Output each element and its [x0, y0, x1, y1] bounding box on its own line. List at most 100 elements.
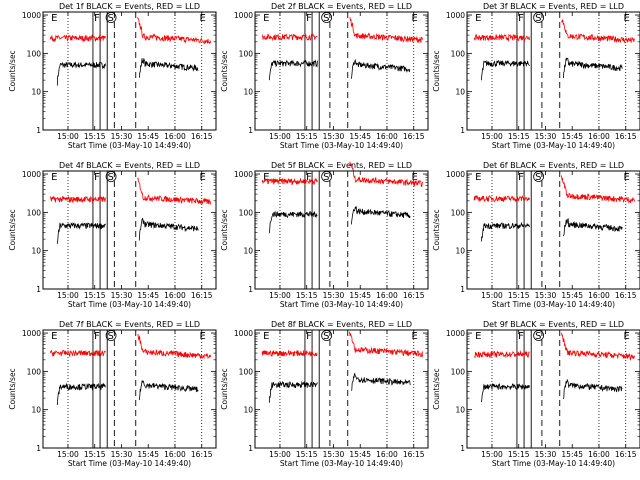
x-tick-label: 16:00: [164, 291, 186, 300]
marker-label-e-left: E: [475, 13, 481, 24]
marker-label-s: S: [535, 331, 541, 342]
y-tick-label: 1: [248, 444, 253, 453]
marker-label-e-right: E: [200, 172, 206, 183]
lld-series-line: [473, 194, 530, 203]
marker-label-s: S: [108, 172, 114, 183]
marker-label-e-right: E: [624, 331, 630, 342]
marker-label-e-right: E: [412, 331, 418, 342]
x-tick-label: 15:30: [323, 132, 345, 141]
events-series-line: [350, 206, 411, 225]
marker-label-f: F: [306, 13, 312, 24]
events-series-line: [268, 59, 318, 81]
x-tick-label: 15:00: [269, 450, 291, 459]
events-series-line: [56, 222, 106, 244]
x-tick-label: 15:30: [535, 291, 557, 300]
x-tick-label: 15:30: [111, 450, 133, 459]
x-axis-label: Start Time (03-May-10 14:49:40): [492, 300, 615, 309]
marker-label-e-left: E: [51, 172, 57, 183]
lld-series-line: [137, 333, 211, 360]
x-tick-label: 15:15: [296, 291, 318, 300]
x-tick-label: 15:45: [561, 291, 583, 300]
panel-title: Det 9f BLACK = Events, RED = LLD: [483, 320, 624, 329]
y-axis-label: Counts/sec: [220, 50, 229, 91]
lld-series-line: [561, 18, 635, 44]
y-tick-label: 1: [248, 126, 253, 135]
marker-label-f: F: [518, 331, 524, 342]
panel-title: Det 8f BLACK = Events, RED = LLD: [271, 320, 412, 329]
y-axis-label: Counts/sec: [432, 368, 441, 409]
lld-series-line: [49, 34, 106, 43]
y-tick-label: 10: [31, 247, 41, 256]
y-tick-label: 100: [27, 367, 42, 376]
marker-label-f: F: [94, 13, 100, 24]
y-tick-label: 1000: [234, 170, 253, 179]
y-axis-label: Counts/sec: [8, 209, 17, 250]
x-tick-label: 15:00: [269, 132, 291, 141]
x-tick-label: 15:15: [84, 132, 106, 141]
marker-label-s: S: [108, 331, 114, 342]
events-series-line: [562, 379, 623, 399]
x-axis-label: Start Time (03-May-10 14:49:40): [280, 459, 403, 468]
lld-series-line: [49, 349, 106, 358]
x-tick-label: 16:00: [588, 132, 610, 141]
marker-label-e-right: E: [412, 172, 418, 183]
y-tick-label: 100: [27, 49, 42, 58]
x-tick-label: 15:45: [561, 132, 583, 141]
lld-series-line: [473, 33, 530, 42]
y-tick-label: 1000: [446, 329, 465, 338]
y-tick-label: 10: [31, 406, 41, 415]
lld-series-line: [349, 16, 423, 43]
lld-series-line: [137, 17, 211, 45]
marker-label-e-right: E: [412, 13, 418, 24]
x-tick-label: 15:15: [296, 450, 318, 459]
x-tick-label: 15:30: [323, 291, 345, 300]
x-tick-label: 16:00: [376, 132, 398, 141]
marker-label-f: F: [518, 172, 524, 183]
y-tick-label: 10: [243, 88, 253, 97]
x-tick-label: 15:15: [508, 450, 530, 459]
events-series-line: [350, 58, 411, 79]
marker-label-s: S: [323, 13, 329, 24]
x-tick-label: 15:15: [508, 132, 530, 141]
x-tick-label: 16:00: [588, 450, 610, 459]
plot-frame: [466, 11, 640, 131]
x-tick-label: 15:15: [508, 291, 530, 300]
panel-title: Det 1f BLACK = Events, RED = LLD: [59, 2, 200, 11]
x-axis-label: Start Time (03-May-10 14:49:40): [280, 141, 403, 150]
x-tick-label: 15:45: [561, 450, 583, 459]
y-tick-label: 100: [239, 208, 254, 217]
marker-label-f: F: [306, 331, 312, 342]
lld-series-line: [349, 161, 423, 187]
lld-series-line: [561, 175, 635, 204]
x-tick-label: 15:30: [111, 291, 133, 300]
x-tick-label: 16:15: [191, 450, 213, 459]
plot-frame: [466, 170, 640, 290]
y-tick-label: 1000: [234, 11, 253, 20]
marker-label-e-right: E: [200, 13, 206, 24]
x-axis-label: Start Time (03-May-10 14:49:40): [68, 141, 191, 150]
x-tick-label: 15:15: [296, 132, 318, 141]
x-tick-label: 15:30: [111, 132, 133, 141]
lld-series-line: [561, 332, 635, 361]
marker-label-e-left: E: [475, 172, 481, 183]
y-tick-label: 100: [451, 208, 466, 217]
x-tick-label: 15:30: [535, 132, 557, 141]
marker-label-f: F: [518, 13, 524, 24]
plot-frame: [466, 329, 640, 449]
x-tick-label: 16:15: [615, 450, 637, 459]
events-series-line: [350, 372, 411, 391]
marker-label-f: F: [94, 172, 100, 183]
x-tick-label: 16:15: [403, 132, 425, 141]
panel-title: Det 4f BLACK = Events, RED = LLD: [59, 161, 200, 170]
marker-label-e-left: E: [51, 331, 57, 342]
x-tick-label: 15:15: [84, 291, 106, 300]
events-series-line: [268, 211, 318, 234]
events-series-line: [480, 382, 530, 403]
y-axis-label: Counts/sec: [432, 50, 441, 91]
y-axis-label: Counts/sec: [220, 209, 229, 250]
